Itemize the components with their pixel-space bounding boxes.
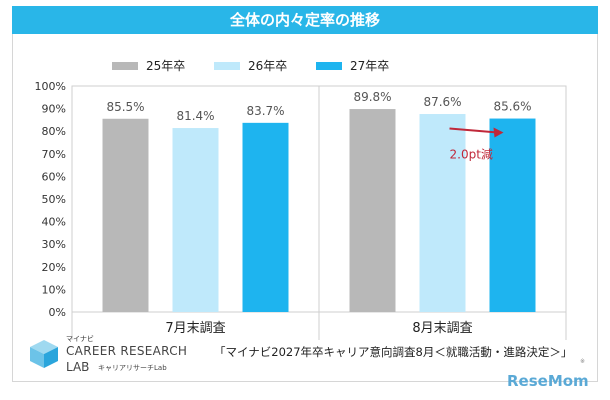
y-tick-label: 20%	[42, 261, 66, 274]
annotation-label: 2.0pt減	[450, 147, 493, 162]
y-tick-label: 100%	[35, 80, 66, 93]
legend-swatch	[316, 62, 342, 70]
cube-logo-icon	[30, 340, 58, 368]
data-label: 81.4%	[176, 109, 214, 123]
y-tick-label: 0%	[49, 306, 66, 319]
legend-label: 25年卒	[146, 59, 185, 73]
logo-brand: マイナビ	[66, 335, 94, 343]
corner-note: ※	[580, 358, 586, 365]
data-label: 85.5%	[106, 100, 144, 114]
chart-title: 全体の内々定率の推移	[12, 6, 598, 34]
y-tick-label: 30%	[42, 238, 66, 251]
y-tick-label: 90%	[42, 103, 66, 116]
y-tick-label: 40%	[42, 216, 66, 229]
source-note: 「マイナビ2027年卒キャリア意向調査8月＜就職活動・進路決定＞」	[214, 345, 573, 359]
logo-line1: CAREER RESEARCH	[66, 344, 188, 358]
y-tick-label: 50%	[42, 193, 66, 206]
annotation-arrowhead	[493, 127, 504, 138]
bar	[419, 114, 466, 312]
bar	[349, 109, 396, 312]
x-category-label: 8月末調査	[412, 321, 472, 336]
logo-line2: LAB	[66, 360, 90, 374]
x-category-label: 7月末調査	[165, 321, 225, 336]
legend-swatch	[112, 62, 138, 70]
data-label: 89.8%	[353, 90, 391, 104]
bar	[489, 118, 536, 312]
logo-kana: キャリアリサーチLab	[98, 364, 167, 372]
annotation-arrow	[449, 127, 498, 134]
legend-label: 26年卒	[248, 59, 287, 73]
data-label: 85.6%	[493, 100, 531, 114]
bar	[102, 118, 149, 313]
data-label: 87.6%	[423, 95, 461, 109]
legend-label: 27年卒	[350, 59, 389, 73]
career-research-lab-logo: マイナビ CAREER RESEARCH LAB キャリアリサーチLab	[28, 334, 198, 378]
legend-swatch	[214, 62, 240, 70]
y-tick-label: 70%	[42, 148, 66, 161]
bar	[172, 128, 219, 312]
data-label: 83.7%	[246, 104, 284, 118]
y-tick-label: 60%	[42, 170, 66, 183]
y-tick-label: 80%	[42, 125, 66, 138]
resemom-watermark: ReseMom	[507, 372, 589, 390]
bar	[242, 122, 289, 312]
y-tick-label: 10%	[42, 283, 66, 296]
